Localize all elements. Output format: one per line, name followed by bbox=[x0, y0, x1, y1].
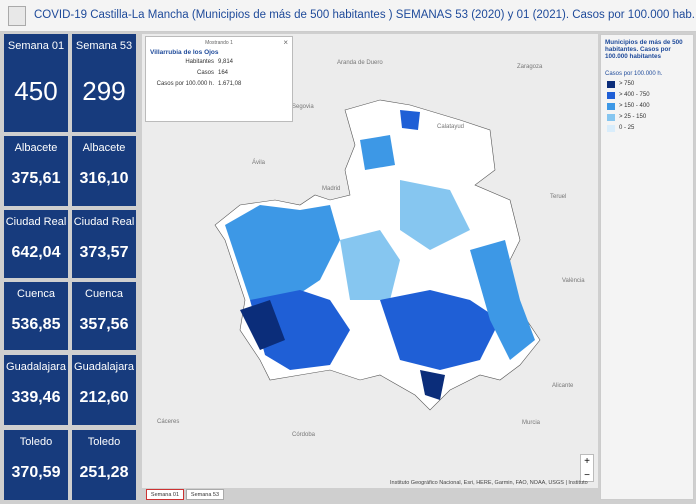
card-value: 212,60 bbox=[79, 389, 129, 406]
popup: Mostrando 1 × Villarrubia de los Ojos Ha… bbox=[145, 36, 293, 122]
zone bbox=[470, 240, 535, 360]
zone bbox=[380, 290, 500, 370]
map-label: Cáceres bbox=[157, 419, 180, 425]
card: Semana 01 450 bbox=[4, 34, 68, 132]
zone bbox=[340, 230, 400, 300]
popup-value: 9,814 bbox=[218, 59, 234, 65]
card-value: 450 bbox=[14, 76, 58, 106]
zone bbox=[240, 300, 285, 350]
zone bbox=[400, 180, 470, 250]
card-value: 357,56 bbox=[79, 316, 129, 333]
popup-key: Habitantes bbox=[185, 59, 214, 65]
map: Madrid Zaragoza València Córdoba Murcia Terue… bbox=[142, 34, 598, 488]
legend-swatch bbox=[607, 114, 615, 121]
card: Toledo 370,59 bbox=[4, 430, 68, 500]
map-label: Zaragoza bbox=[517, 64, 543, 70]
map-canvas bbox=[214, 99, 541, 411]
card-label: Toledo bbox=[87, 436, 121, 448]
popup-name: Villarrubia de los Ojos bbox=[150, 49, 219, 56]
zone bbox=[360, 135, 395, 170]
legend-label: > 150 - 400 bbox=[619, 103, 650, 109]
card-value: 316,10 bbox=[79, 170, 129, 187]
card-value: 375,61 bbox=[11, 170, 61, 187]
card-label: Semana 53 bbox=[75, 40, 133, 52]
cards-panel: Semana 01 450 Semana 53 299 Albacete 375,61 Al… bbox=[0, 32, 140, 504]
card-label: Albacete bbox=[14, 142, 58, 154]
card-label: Ciudad Real bbox=[5, 216, 67, 228]
legend-label: > 750 bbox=[619, 81, 635, 87]
map-label: Ávila bbox=[252, 160, 266, 166]
zone bbox=[225, 205, 340, 300]
legend-items: > 750 > 400 - 750 > 150 - 400 > 25 - 150 0 -… bbox=[605, 81, 691, 141]
popup-rows: Habitantes 9,814 Casos 164 Casos por 100.000… bbox=[146, 59, 294, 109]
tab[interactable]: Semana 01 bbox=[146, 489, 184, 500]
map-label: Segovia bbox=[292, 104, 314, 110]
zone bbox=[400, 110, 420, 130]
card-label: Toledo bbox=[19, 436, 53, 448]
card-value: 370,59 bbox=[11, 464, 61, 481]
card: Guadalajara 339,46 bbox=[4, 355, 68, 425]
legend-label: > 25 - 150 bbox=[619, 114, 647, 120]
card: Toledo 251,28 bbox=[72, 430, 136, 500]
map-labels: Madrid Zaragoza València Córdoba Murcia Terue… bbox=[142, 34, 598, 488]
popup-key: Casos por 100.000 h. bbox=[156, 81, 214, 87]
map-label: Calatayud bbox=[437, 124, 465, 130]
card-label: Cuenca bbox=[85, 288, 123, 300]
map-label: Teruel bbox=[550, 194, 567, 200]
close[interactable]: × bbox=[283, 38, 288, 47]
card-value: 536,85 bbox=[11, 316, 61, 333]
card-value: 299 bbox=[82, 76, 126, 106]
card: Albacete 316,10 bbox=[72, 136, 136, 206]
logo bbox=[8, 6, 26, 26]
zone bbox=[250, 290, 350, 370]
zone bbox=[420, 370, 445, 400]
card: Semana 53 299 bbox=[72, 34, 136, 132]
card: Ciudad Real 373,57 bbox=[72, 210, 136, 278]
legend-swatch bbox=[607, 81, 615, 88]
card-value: 373,57 bbox=[79, 244, 129, 261]
card-value: 251,28 bbox=[79, 464, 129, 481]
header: COVID-19 Castilla-La Mancha (Municipios … bbox=[0, 0, 696, 32]
card: Guadalajara 212,60 bbox=[72, 355, 136, 425]
map-label: Córdoba bbox=[292, 432, 316, 438]
card-label: Guadalajara bbox=[74, 361, 134, 373]
popup-value: 164 bbox=[218, 70, 229, 76]
map-label: Murcia bbox=[522, 420, 541, 426]
legend-subtitle: Casos por 100.000 h. bbox=[605, 71, 663, 77]
card-label: Guadalajara bbox=[6, 361, 66, 373]
card: Ciudad Real 642,04 bbox=[4, 210, 68, 278]
card: Albacete 375,61 bbox=[4, 136, 68, 206]
card-label: Ciudad Real bbox=[73, 216, 135, 228]
card-label: Semana 01 bbox=[7, 40, 65, 52]
map-label: Madrid bbox=[322, 186, 341, 192]
tab[interactable]: Semana 53 bbox=[186, 489, 224, 500]
card: Cuenca 357,56 bbox=[72, 282, 136, 350]
map-label: Alicante bbox=[552, 383, 574, 389]
legend-title: Municipios de más de 500 habitantes. Cas… bbox=[605, 39, 683, 60]
legend-swatch bbox=[607, 92, 615, 99]
attribution: Instituto Geográfico Nacional, Esri, HER… bbox=[390, 480, 588, 486]
legend-label: > 400 - 750 bbox=[619, 92, 650, 98]
popup-count: Mostrando 1 bbox=[205, 40, 233, 46]
card-label: Albacete bbox=[82, 142, 126, 154]
zoom-control[interactable]: + − bbox=[580, 454, 594, 482]
legend-swatch bbox=[607, 103, 615, 110]
legend-label: 0 - 25 bbox=[619, 125, 635, 131]
legend-swatch bbox=[607, 125, 615, 132]
card-value: 642,04 bbox=[11, 244, 61, 261]
card-label: Cuenca bbox=[17, 288, 55, 300]
tabs: Semana 01 Semana 53 bbox=[142, 489, 342, 501]
map-label: Aranda de Duero bbox=[337, 60, 383, 66]
map-label: València bbox=[562, 278, 585, 284]
card: Cuenca 536,85 bbox=[4, 282, 68, 350]
legend-panel: Municipios de más de 500 habitantes. Cas… bbox=[600, 34, 694, 500]
card-value: 339,46 bbox=[11, 389, 61, 406]
title: COVID-19 Castilla-La Mancha (Municipios … bbox=[34, 9, 695, 21]
popup-key: Casos bbox=[196, 70, 214, 76]
popup-value: 1.671,08 bbox=[218, 81, 242, 87]
